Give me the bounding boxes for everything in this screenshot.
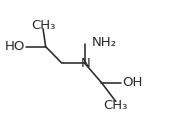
Text: HO: HO xyxy=(5,40,25,53)
Text: N: N xyxy=(80,57,90,70)
Text: NH₂: NH₂ xyxy=(92,36,117,49)
Text: CH₃: CH₃ xyxy=(31,19,55,32)
Text: OH: OH xyxy=(122,76,142,89)
Text: CH₃: CH₃ xyxy=(104,99,128,112)
